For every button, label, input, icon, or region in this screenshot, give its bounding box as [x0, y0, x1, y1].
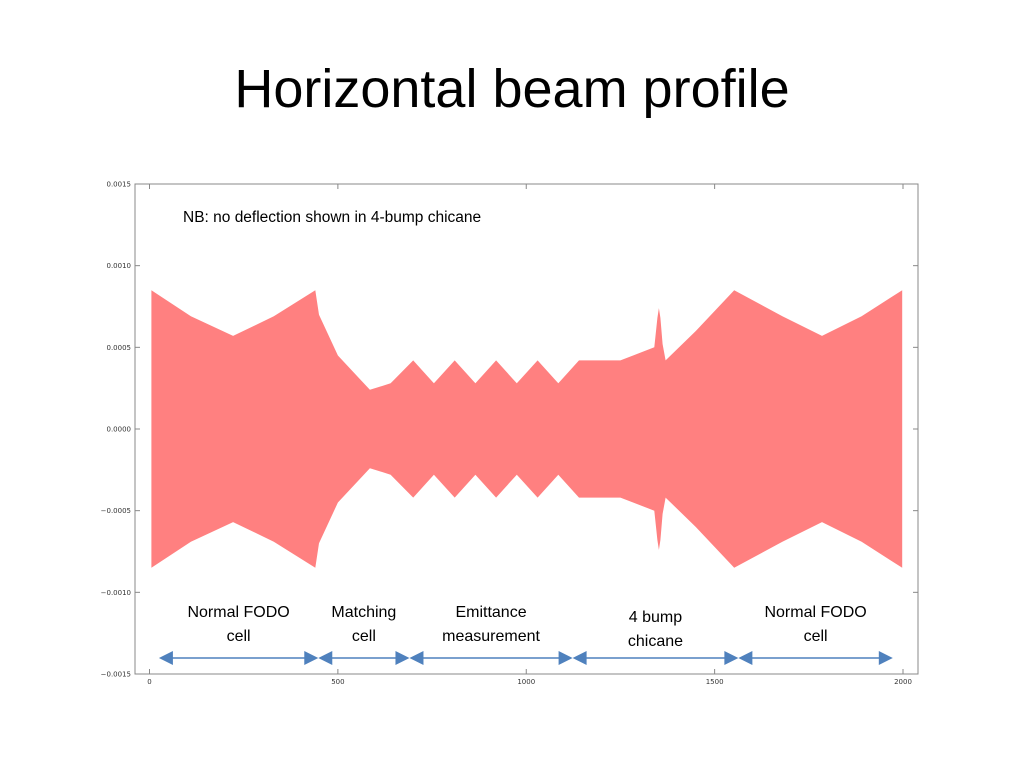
segment-label: cell — [352, 628, 376, 645]
segment-label: chicane — [628, 633, 683, 650]
slide-title: Horizontal beam profile — [234, 59, 790, 119]
envelope-layer — [151, 290, 903, 568]
segment-arrow-head-right — [724, 651, 739, 665]
segment-arrow-head-right — [558, 651, 573, 665]
chart-note: NB: no deflection shown in 4-bump chican… — [183, 209, 481, 226]
segment-arrow-head-left — [318, 651, 333, 665]
beam-envelope-area — [151, 290, 903, 568]
x-tick-label: 1500 — [706, 678, 724, 686]
segment-label: Normal FODO — [764, 604, 866, 621]
x-tick-label: 500 — [331, 678, 344, 686]
y-axis-ticks: 0.0015 0.0010 0.0005 0.0000 −0.0005 −0.0010 −0… — [101, 181, 918, 679]
segment-label: Matching — [331, 604, 396, 621]
y-tick-label: −0.0005 — [101, 507, 131, 515]
segment-arrow-head-left — [158, 651, 173, 665]
segment-layer: Normal FODO cell Matching cell Emittance meas… — [158, 604, 893, 665]
segment-label: cell — [804, 628, 828, 645]
segment-label: Normal FODO — [187, 604, 289, 621]
segment-label: cell — [227, 628, 251, 645]
segment-1: Normal FODO cell — [158, 604, 319, 665]
x-tick-label: 2000 — [894, 678, 912, 686]
segment-arrow-head-right — [304, 651, 319, 665]
y-tick-label: −0.0015 — [101, 671, 131, 679]
y-tick-label: 0.0010 — [107, 262, 132, 270]
segment-arrow-head-right — [395, 651, 410, 665]
x-tick-label: 1000 — [517, 678, 535, 686]
segment-5: Normal FODO cell — [738, 604, 893, 665]
segment-label: measurement — [442, 628, 540, 645]
segment-3: Emittance measurement — [409, 604, 573, 665]
y-tick-label: 0.0015 — [107, 181, 132, 189]
segment-arrow-head-left — [572, 651, 587, 665]
x-axis-ticks: 0 500 1000 1500 2000 — [147, 184, 912, 686]
segment-arrow-head-right — [878, 651, 893, 665]
segment-4: 4 bump chicane — [572, 609, 739, 665]
y-tick-label: −0.0010 — [101, 589, 131, 597]
segment-label: Emittance — [455, 604, 526, 621]
segment-arrow-head-left — [738, 651, 753, 665]
segment-arrow-head-left — [409, 651, 424, 665]
y-tick-label: 0.0005 — [107, 344, 132, 352]
x-tick-label: 0 — [147, 678, 151, 686]
segment-label: 4 bump — [629, 609, 682, 626]
y-tick-label: 0.0000 — [107, 426, 132, 434]
segment-2: Matching cell — [318, 604, 410, 665]
